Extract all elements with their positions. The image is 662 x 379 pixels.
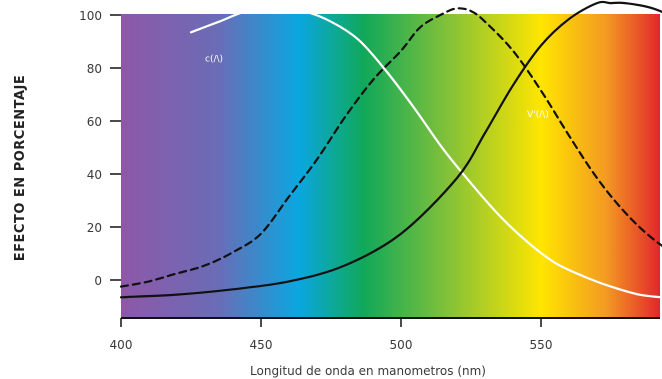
x-tick-label-400: 400 bbox=[110, 338, 133, 352]
series-line-0 bbox=[189, 7, 662, 299]
y-tick-label-40: 40 bbox=[87, 168, 102, 182]
y-tick-label-0: 0 bbox=[94, 274, 102, 288]
x-tick-label-450: 450 bbox=[250, 338, 273, 352]
y-tick-label-100: 100 bbox=[79, 9, 102, 23]
y-axis-title: EFECTO EN PORCENTAJE bbox=[13, 75, 28, 261]
y-tick-label-80: 80 bbox=[87, 62, 102, 76]
x-ticks-group: 400450500550600650700 bbox=[110, 318, 553, 352]
curve-label-1: V'(/\) bbox=[527, 110, 549, 120]
series-line-2 bbox=[119, 0, 662, 299]
curve-labels-group: c(/\)V'(/\)V(/\) bbox=[205, 54, 549, 120]
y-tick-label-60: 60 bbox=[87, 115, 102, 129]
curve-label-0: c(/\) bbox=[205, 54, 223, 64]
y-ticks-group: 0 20 40 60 80 100 bbox=[79, 9, 121, 288]
y-tick-label-20: 20 bbox=[87, 221, 102, 235]
curves-group bbox=[119, 0, 662, 299]
series-line-1 bbox=[119, 7, 662, 288]
x-tick-label-550: 550 bbox=[530, 338, 553, 352]
x-axis-title: Longitud de onda en manometros (nm) bbox=[250, 364, 486, 378]
spectrum-background bbox=[121, 14, 660, 318]
x-tick-label-500: 500 bbox=[390, 338, 413, 352]
